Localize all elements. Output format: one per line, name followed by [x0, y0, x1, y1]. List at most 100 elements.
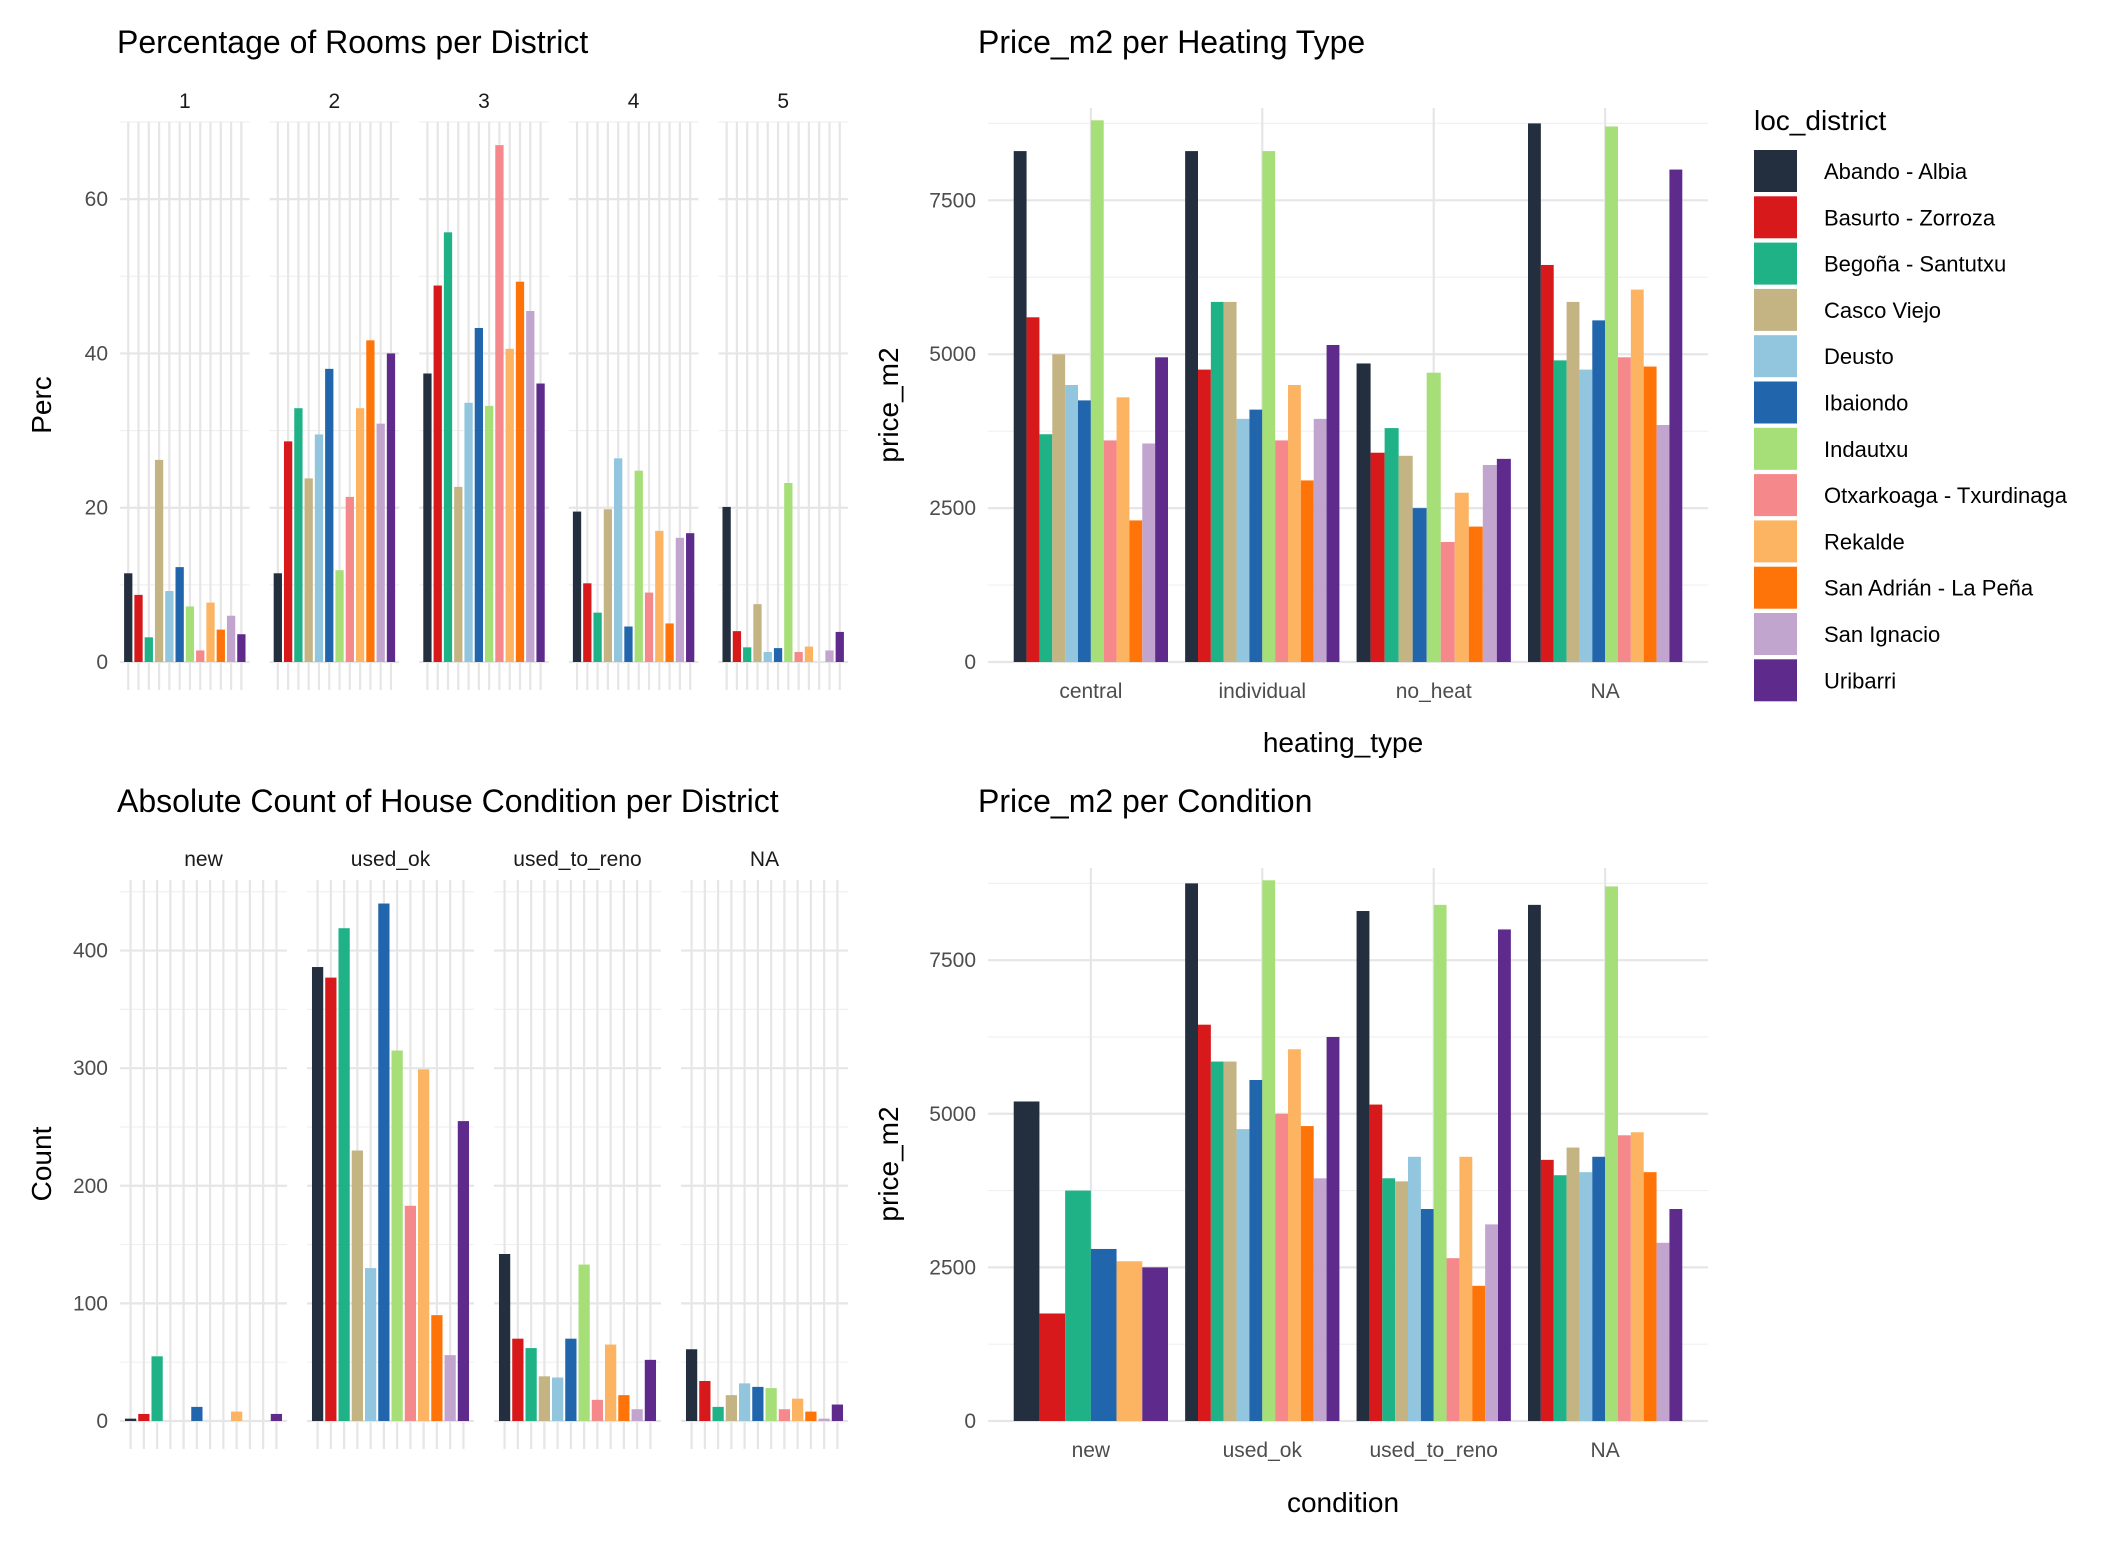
y-tick-label: 7500 [929, 189, 976, 212]
bar-4-uribarri [686, 533, 695, 662]
bar-used-ok-indautxu [391, 1050, 403, 1421]
bar-na-san-adri-n-la-pe-a [805, 1411, 817, 1421]
bar-used-to-reno-uribarri [1498, 929, 1511, 1421]
bar-new-basurto-zorroza [138, 1413, 150, 1421]
heating-plot-area: central individual no_heat NA 0 2500 5000 7500 [929, 108, 1708, 703]
bar-central-otxarkoaga-txurdinaga [1103, 440, 1117, 662]
bar-na-bego-a-santutxu [1553, 1175, 1567, 1421]
condition-count-panel: Absolute Count of House Condition per Di… [26, 783, 848, 1449]
bar-4-basurto-zorroza [583, 583, 592, 662]
legend-item-san-adri-n-la-pe-a: San Adrián - La Peña [1754, 566, 2034, 609]
bar-4-rekalde [655, 530, 664, 662]
bar-used-ok-deusto [364, 1268, 377, 1421]
facet-label: 3 [478, 90, 490, 113]
legend-item-indautxu: Indautxu [1754, 427, 1908, 470]
legend-swatch [1754, 196, 1797, 239]
bar-2-ibaiondo [325, 368, 334, 662]
bar-used-ok-casco-viejo [351, 1150, 363, 1421]
y-tick-label: 40 [85, 342, 108, 365]
bar-used-to-reno-san-adri-n-la-pe-a [618, 1395, 630, 1421]
legend-swatch [1754, 659, 1797, 702]
bar-2-indautxu [335, 570, 344, 662]
bar-4-ibaiondo [624, 626, 633, 662]
bar-individual-bego-a-santutxu [1210, 301, 1224, 662]
bar-1-uribarri [237, 634, 246, 662]
bar-4-deusto [614, 458, 623, 662]
bar-1-otxarkoaga-txurdinaga [196, 650, 205, 662]
bar-2-abando-albia [273, 573, 282, 662]
bar-used-to-reno-basurto-zorroza [512, 1338, 524, 1421]
bar-3-rekalde [505, 348, 514, 662]
y-tick-label: 2500 [929, 1256, 976, 1279]
bar-used-to-reno-san-ignacio [1485, 1224, 1498, 1421]
bar-2-otxarkoaga-txurdinaga [345, 496, 354, 662]
bar-1-bego-a-santutxu [144, 637, 153, 662]
bar-na-san-ignacio [1656, 1242, 1670, 1421]
bar-3-uribarri [536, 383, 545, 662]
bar-used-ok-casco-viejo [1223, 1061, 1237, 1421]
legend-items: Abando - Albia Basurto - Zorroza Begoña - … [1754, 150, 2068, 702]
bar-no-heat-casco-viejo [1398, 455, 1413, 662]
bar-5-san-ignacio [825, 650, 834, 662]
bar-used-to-reno-bego-a-santutxu [1382, 1178, 1396, 1421]
legend-label: Begoña - Santutxu [1824, 252, 2006, 277]
bar-used-to-reno-otxarkoaga-txurdinaga [1446, 1258, 1460, 1421]
legend-label: Uribarri [1824, 668, 1896, 693]
bar-individual-casco-viejo [1223, 301, 1237, 662]
bar-na-ibaiondo [752, 1386, 764, 1421]
legend-label: Ibaiondo [1824, 391, 1908, 416]
legend-item-san-ignacio: San Ignacio [1754, 613, 1940, 655]
bar-na-otxarkoaga-txurdinaga [1618, 357, 1631, 662]
bar-used-ok-abando-albia [311, 967, 324, 1421]
heating-panel: Price_m2 per Heating Type price_m2 heati… [873, 24, 1708, 758]
bar-1-basurto-zorroza [134, 594, 143, 662]
bar-new-ibaiondo [191, 1406, 203, 1421]
facet-5: 5 [718, 90, 848, 690]
bar-na-rekalde [1630, 289, 1644, 662]
bar-3-bego-a-santutxu [443, 232, 453, 663]
bar-na-san-adri-n-la-pe-a [1643, 366, 1657, 662]
bar-na-bego-a-santutxu [1553, 360, 1567, 662]
condition-price-y-axis-title: price_m2 [873, 1106, 904, 1221]
bar-na-uribarri [1669, 169, 1683, 663]
bar-individual-san-ignacio [1313, 418, 1327, 662]
bar-2-bego-a-santutxu [294, 408, 303, 662]
bar-used-ok-indautxu [1262, 880, 1276, 1421]
x-tick-label: used_to_reno [1369, 1439, 1497, 1462]
x-tick-label: individual [1219, 680, 1307, 703]
bar-used-ok-san-ignacio [1313, 1178, 1327, 1421]
bar-2-basurto-zorroza [283, 441, 293, 662]
bar-na-indautxu [765, 1388, 777, 1421]
bar-new-uribarri [270, 1413, 283, 1421]
condition-price-title: Price_m2 per Condition [978, 783, 1312, 819]
legend-swatch [1754, 381, 1797, 424]
bar-used-ok-rekalde [1288, 1049, 1301, 1421]
condition-count-title: Absolute Count of House Condition per Di… [117, 783, 779, 819]
bar-individual-rekalde [1288, 385, 1301, 662]
facet-1: 1 [120, 90, 250, 690]
bar-na-otxarkoaga-txurdinaga [778, 1409, 791, 1421]
condition-count-plot-area: new used_ok used_to_reno NA 0 100 200 300 400 [73, 848, 848, 1449]
bar-4-abando-albia [572, 511, 582, 662]
bar-na-casco-viejo [725, 1395, 737, 1421]
legend-swatch [1754, 150, 1797, 192]
bar-1-rekalde [206, 602, 215, 662]
bar-no-heat-uribarri [1496, 458, 1511, 662]
bar-used-to-reno-bego-a-santutxu [525, 1348, 537, 1421]
legend-label: San Adrián - La Peña [1824, 576, 2034, 601]
x-tick-label: NA [1591, 1439, 1620, 1462]
bar-individual-san-adri-n-la-pe-a [1300, 480, 1314, 662]
y-tick-label: 5000 [929, 343, 976, 366]
y-tick-label: 20 [85, 497, 108, 520]
facet-4: 4 [568, 90, 699, 690]
bar-3-indautxu [485, 405, 494, 662]
bar-1-indautxu [185, 606, 195, 662]
bar-individual-uribarri [1326, 344, 1340, 662]
facet-label: NA [750, 848, 779, 871]
condition-price-x-axis-title: condition [1287, 1487, 1399, 1518]
bar-3-deusto [464, 402, 473, 662]
bar-no-heat-basurto-zorroza [1370, 452, 1385, 662]
legend-swatch [1754, 288, 1797, 331]
y-tick-label: 0 [964, 651, 976, 674]
